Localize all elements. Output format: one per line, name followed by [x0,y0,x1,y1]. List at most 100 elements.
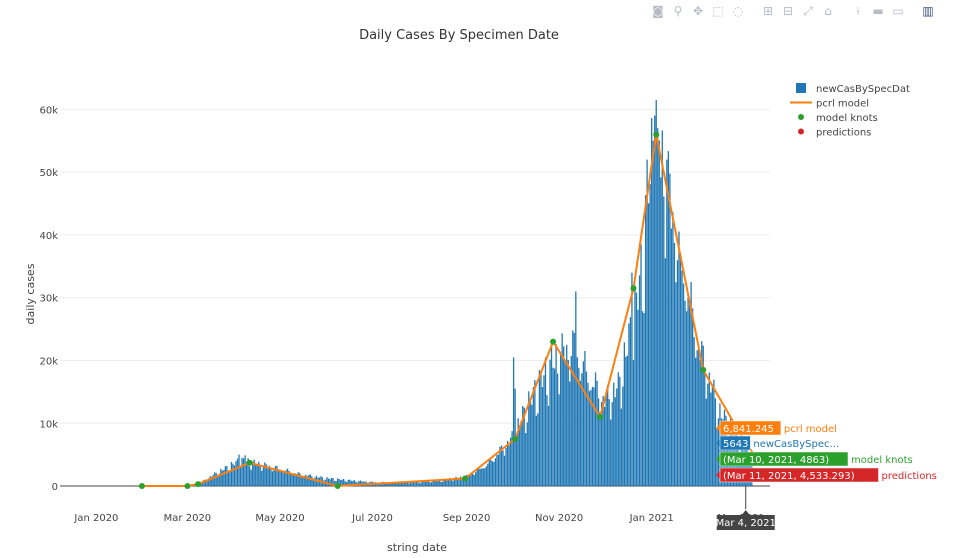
zoom-icon[interactable]: ⚲ [673,4,683,18]
bar [675,282,677,487]
bar [450,479,453,487]
bar [277,469,280,487]
hover-date-arrow [741,510,750,515]
bar [311,476,313,487]
bar [643,313,645,487]
bar [437,480,439,487]
spike-lines-icon[interactable]: ⟊ [856,3,860,18]
bar [669,173,671,487]
bar [300,475,302,487]
bar [414,481,416,487]
bar [446,479,448,487]
bar [385,482,387,487]
modebar: ◙ ⚲ ✥ ⬚ ◌ ⊞ ⊟ ⤢ ⌂ ⟊ ▬ ▭ ▥ [648,2,938,20]
bar [569,381,571,487]
bar [517,418,519,487]
bar [520,421,522,487]
hover-labels: Mar 4, 2021 6,841.245 pcrl model 5643 newCas… [716,420,937,530]
bar [397,483,399,487]
bar [702,345,704,487]
bar [236,458,239,487]
bar [691,308,694,487]
legend-item[interactable]: newCasBySpecDat [796,83,910,95]
bar [294,473,296,487]
legend-swatch [798,114,804,120]
bar [406,482,409,487]
bar [666,159,668,487]
hover-compare-icon[interactable]: ▭ [892,4,904,18]
bar [289,472,292,487]
pan-icon[interactable]: ✥ [692,4,704,18]
camera-icon[interactable]: ◙ [652,4,664,18]
bar [444,478,446,487]
bar [626,355,629,487]
bar [424,481,427,487]
bar [238,454,240,487]
bar [264,462,266,487]
bar [462,479,465,487]
hover-arrow [716,455,720,463]
bar [491,461,494,487]
bar [338,478,340,487]
zoom-in-icon[interactable]: ⊞ [762,4,774,18]
bar [244,455,246,487]
bar [652,140,654,487]
bar [438,479,440,487]
bar [468,475,471,487]
bar [212,474,214,487]
bar [208,478,210,487]
bar [558,394,560,487]
box-select-icon[interactable]: ⬚ [712,4,724,18]
bar [271,471,274,487]
bar [646,159,648,487]
bar [346,481,348,487]
bar [314,477,316,487]
y-tick-label: 10k [39,419,58,430]
bar [308,475,310,487]
bar [543,375,545,487]
bar [259,466,261,487]
hover-closest-icon[interactable]: ▬ [872,4,884,18]
bar [273,468,275,487]
bar [676,260,679,487]
bar [588,391,591,487]
autoscale-icon[interactable]: ⤢ [803,3,813,18]
bar [329,479,331,487]
bar [608,399,610,487]
bar [440,481,442,487]
lasso-select-icon[interactable]: ◌ [732,4,744,18]
bar [547,405,550,487]
bar [248,466,251,487]
legend-item[interactable]: model knots [798,113,878,124]
bar [402,482,404,487]
bar [573,332,575,487]
bar [502,450,504,487]
reset-axes-icon[interactable]: ⌂ [824,4,832,18]
legend-item[interactable]: pcrl model [790,99,869,110]
zoom-out-icon[interactable]: ⊟ [782,4,794,18]
hover-box [719,467,879,483]
bar [420,482,422,487]
bar [252,461,254,487]
bar [412,482,415,487]
plotly-logo-icon[interactable]: ▥ [922,4,934,18]
bar [292,473,295,487]
bar [388,482,390,487]
bar [255,463,257,487]
bar [684,300,686,487]
bar [708,372,710,487]
bar [488,458,490,487]
bar [610,419,612,487]
bar [538,370,541,487]
bar [481,468,483,487]
hover-arrow [716,471,720,479]
legend-swatch [798,128,804,135]
bar [619,376,621,487]
bar [641,311,644,487]
bar [242,458,245,487]
legend-item[interactable]: predictions [798,128,871,139]
bar [576,357,578,487]
legend[interactable]: newCasBySpecDat pcrl model model knots pred… [790,83,910,139]
bar [423,481,425,487]
bar [584,351,586,487]
